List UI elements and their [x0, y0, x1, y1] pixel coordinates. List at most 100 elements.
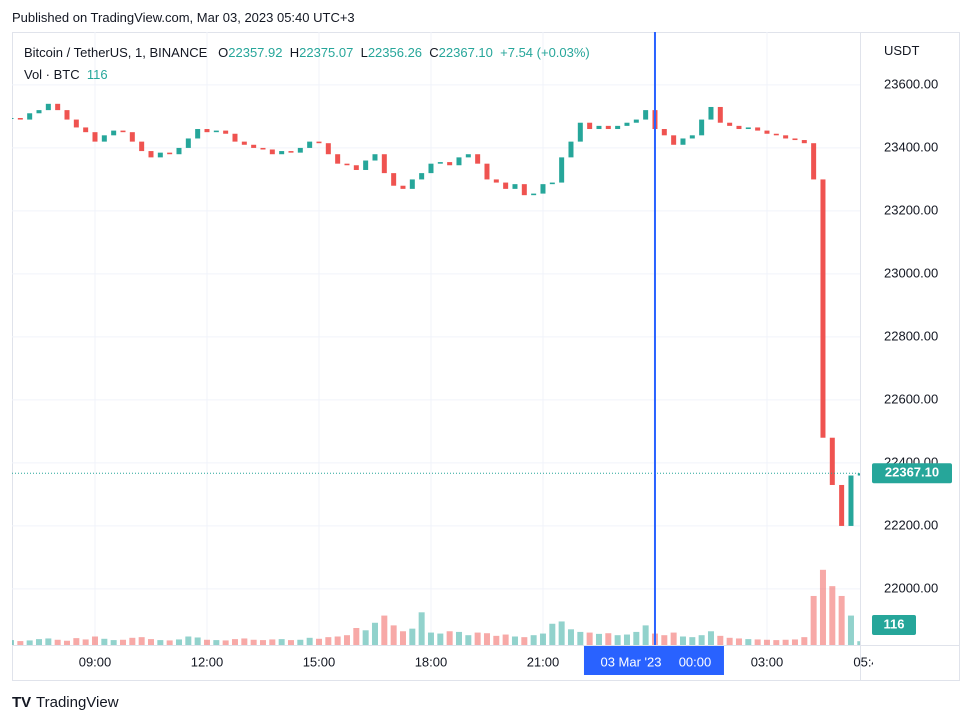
candle	[857, 473, 860, 476]
candle	[531, 193, 537, 196]
candle	[437, 162, 443, 164]
candle	[428, 163, 434, 174]
volume-bar	[605, 633, 612, 645]
candle	[316, 141, 322, 144]
chart-frame	[12, 32, 960, 681]
crosshair-tag	[583, 646, 724, 675]
y-tick-label: 23200.00	[884, 202, 938, 217]
crosshair-date: 03 Mar '23	[600, 654, 661, 669]
volume-bar	[474, 632, 481, 645]
volume-bar	[763, 639, 770, 645]
volume-bar	[558, 621, 565, 645]
candle	[195, 129, 201, 139]
candle	[92, 132, 98, 142]
candle	[727, 122, 733, 126]
candle	[381, 154, 387, 174]
volume-bar	[446, 631, 453, 645]
currency: USDT	[884, 43, 920, 58]
y-tick-label: 23400.00	[884, 139, 938, 154]
candle	[801, 140, 807, 144]
volume-title: Vol · BTC	[24, 67, 80, 82]
volume-bar	[586, 632, 593, 645]
candle	[792, 138, 798, 141]
candle	[680, 138, 686, 145]
candle	[512, 184, 518, 189]
volume-bar	[297, 639, 304, 645]
candle	[419, 173, 425, 180]
candle	[353, 165, 359, 170]
candle	[335, 154, 341, 164]
ohlc-letter: L	[360, 45, 368, 60]
candle	[213, 130, 219, 133]
candle	[344, 163, 350, 166]
x-tick-label: 12:00	[191, 654, 224, 669]
volume-bar	[287, 640, 294, 645]
candle	[55, 103, 61, 111]
candle	[596, 125, 602, 130]
volume-bar	[26, 640, 33, 645]
ohlc-letter: O	[218, 45, 229, 60]
symbol: Bitcoin / TetherUS, 1, BINANCE	[24, 45, 208, 60]
ohlc-letter: C	[429, 45, 439, 60]
volume-tag	[872, 615, 916, 635]
volume-bar	[567, 629, 574, 645]
volume-bar	[45, 638, 52, 645]
candle	[251, 144, 257, 148]
volume-bar	[259, 640, 266, 645]
brand: TV TradingView	[12, 694, 119, 711]
volume-bar	[502, 634, 509, 645]
x-tick-label: 21:00	[527, 654, 560, 669]
last-price-tag	[872, 463, 952, 484]
ohlc-change: +7.54 (+0.03%)	[500, 45, 590, 60]
candle	[157, 152, 163, 158]
candle	[736, 125, 742, 130]
published-note: Published on TradingView.com, Mar 03, 20…	[12, 10, 355, 25]
candle	[288, 151, 294, 153]
volume-bar	[278, 639, 285, 645]
candle	[64, 110, 70, 120]
volume-bar	[754, 639, 761, 645]
ohlc-close: 22367.10	[438, 45, 493, 60]
candle	[232, 133, 238, 142]
volume-bar	[577, 631, 584, 645]
volume-bar	[642, 625, 649, 645]
y-tick-label: 22200.00	[884, 517, 938, 532]
candle	[139, 141, 145, 152]
volume-bar	[539, 633, 546, 645]
candle	[36, 110, 42, 114]
candle	[447, 162, 453, 166]
volume-bar	[726, 637, 733, 645]
volume-bar	[166, 640, 173, 645]
volume-bar	[35, 639, 42, 645]
volume-bar	[175, 639, 182, 645]
candle	[45, 103, 51, 111]
volume-bar	[119, 639, 126, 645]
candle	[204, 129, 210, 133]
volume-bar	[745, 639, 752, 645]
volume-bar	[91, 636, 98, 645]
volume-bar	[110, 640, 117, 645]
candle	[540, 184, 546, 194]
volume-bar	[315, 638, 322, 645]
candle	[167, 152, 173, 155]
candle	[493, 179, 499, 183]
candle	[633, 119, 639, 123]
candle	[465, 154, 471, 158]
crosshair-time: 00:00	[679, 654, 712, 669]
y-tick-label: 22600.00	[884, 391, 938, 406]
x-tick-label: 18:00	[415, 654, 448, 669]
last-price-label: 22367.10	[885, 465, 939, 480]
volume-bar	[614, 635, 621, 645]
candle	[717, 106, 723, 123]
volume-bar	[203, 639, 210, 645]
volume-bar	[390, 625, 397, 645]
volume-bar	[801, 637, 808, 645]
candle	[391, 173, 397, 186]
ohlc-low: 22356.26	[367, 45, 423, 60]
volume-value: 116	[86, 67, 108, 82]
candle	[73, 119, 79, 128]
volume-bar	[773, 640, 780, 645]
volume-bar	[623, 634, 630, 645]
